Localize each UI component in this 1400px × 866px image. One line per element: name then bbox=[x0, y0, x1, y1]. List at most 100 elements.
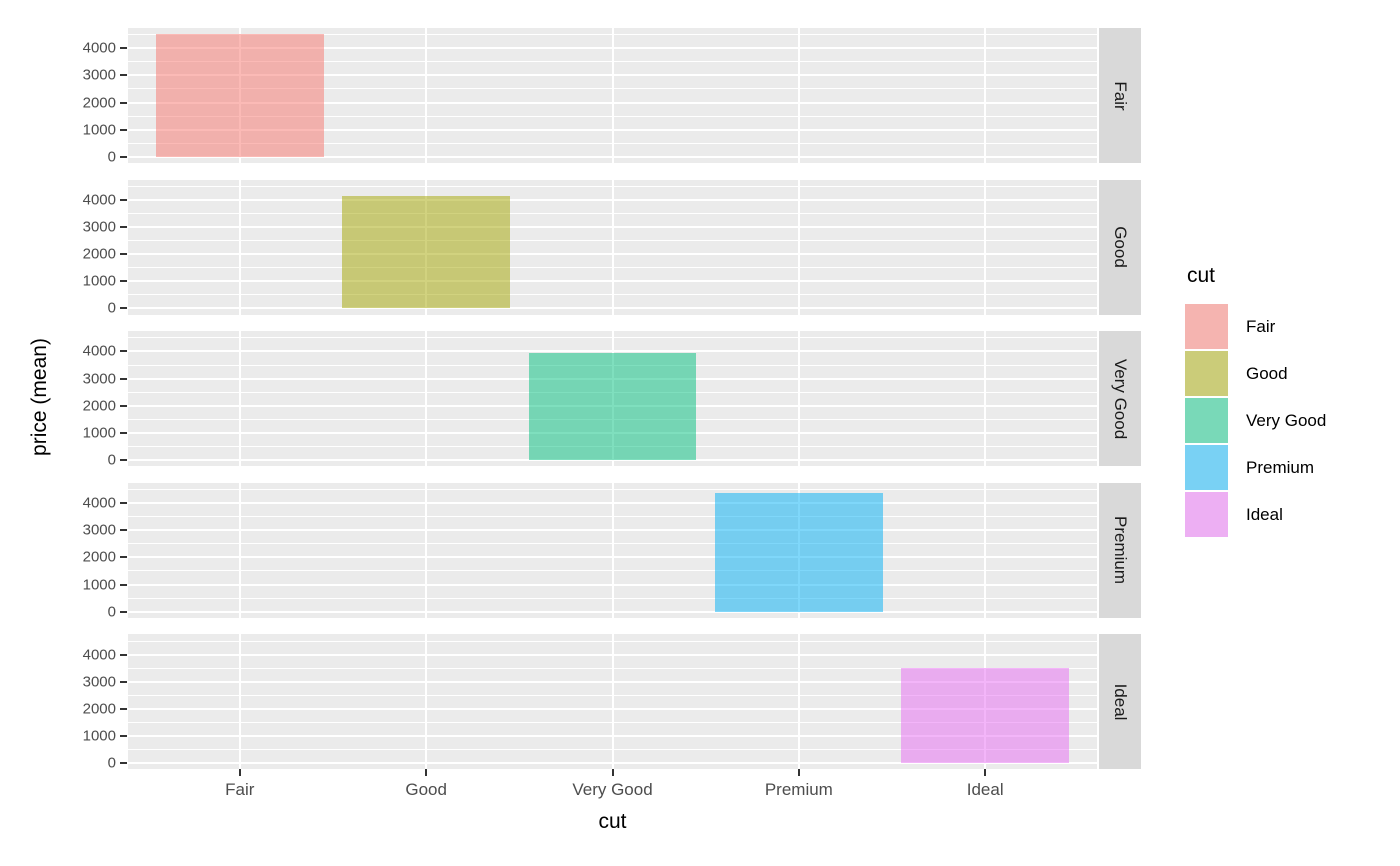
bar-ideal bbox=[901, 668, 1070, 764]
facet-row-ideal: 0 1000 2000 3000 4000 Ideal bbox=[0, 634, 1400, 772]
y-tick-label: 2000 bbox=[82, 94, 116, 112]
y-tick-mark bbox=[120, 735, 127, 738]
legend-item-ideal: Ideal bbox=[1185, 492, 1385, 537]
x-major-gridline bbox=[425, 634, 428, 770]
y-tick-label: 4000 bbox=[82, 494, 116, 512]
legend-label: Ideal bbox=[1246, 504, 1283, 524]
x-tick-label-fair: Fair bbox=[225, 780, 255, 799]
bar-premium bbox=[714, 493, 883, 612]
y-tick-mark bbox=[120, 155, 127, 158]
legend-item-premium: Premium bbox=[1185, 445, 1385, 490]
legend-label: Fair bbox=[1246, 316, 1276, 336]
strip-label: Fair bbox=[1111, 80, 1130, 111]
facet-row-very-good: 0 1000 2000 3000 4000 Very Good bbox=[0, 331, 1400, 469]
x-major-gridline bbox=[611, 634, 614, 770]
legend-key-swatch-premium bbox=[1185, 445, 1228, 490]
y-tick-mark bbox=[120, 502, 127, 505]
y-tick-label: 1000 bbox=[82, 272, 116, 290]
y-tick-label: 0 bbox=[107, 148, 116, 166]
bar-very-good bbox=[528, 353, 697, 461]
x-major-gridline bbox=[238, 634, 241, 770]
x-major-gridline bbox=[611, 28, 614, 163]
y-tick-label: 2000 bbox=[82, 397, 116, 415]
y-tick-mark bbox=[120, 680, 127, 683]
legend-item-good: Good bbox=[1185, 351, 1385, 396]
panel-premium bbox=[128, 482, 1097, 618]
y-tick-label: 0 bbox=[107, 603, 116, 621]
y-tick-mark bbox=[120, 583, 127, 586]
x-major-gridline bbox=[238, 331, 241, 467]
y-tick-mark bbox=[120, 377, 127, 380]
legend-key-swatch-fair bbox=[1185, 304, 1228, 349]
y-tick-label: 3000 bbox=[82, 370, 116, 388]
strip-label: Very Good bbox=[1111, 358, 1130, 439]
bar-good bbox=[342, 196, 510, 309]
y-tick-label: 2000 bbox=[82, 548, 116, 566]
y-tick-mark bbox=[120, 307, 127, 310]
x-major-gridline bbox=[425, 482, 428, 618]
y-tick-label: 4000 bbox=[82, 39, 116, 57]
panel-fair bbox=[128, 28, 1097, 163]
x-tick-label-very-good: Very Good bbox=[572, 780, 653, 799]
y-tick-label: 3000 bbox=[82, 66, 116, 84]
y-tick-mark bbox=[120, 707, 127, 710]
y-tick-label: 1000 bbox=[82, 727, 116, 745]
x-tick-mark bbox=[425, 769, 428, 776]
y-tick-mark bbox=[120, 350, 127, 353]
y-tick-label: 4000 bbox=[82, 191, 116, 209]
x-major-gridline bbox=[797, 634, 800, 770]
y-tick-label: 2000 bbox=[82, 245, 116, 263]
x-major-gridline bbox=[797, 28, 800, 163]
legend-key-fill bbox=[1185, 492, 1228, 537]
legend-key-fill bbox=[1185, 304, 1228, 349]
y-tick-mark bbox=[120, 198, 127, 201]
x-major-gridline bbox=[984, 179, 987, 315]
x-major-gridline bbox=[425, 28, 428, 163]
x-tick-label-ideal: Ideal bbox=[966, 780, 1004, 799]
strip-label: Premium bbox=[1111, 516, 1130, 585]
legend-key-fill bbox=[1185, 351, 1228, 396]
x-axis-title: cut bbox=[598, 810, 627, 833]
x-tick-label-premium: Premium bbox=[764, 780, 833, 799]
legend-key-swatch-ideal bbox=[1185, 492, 1228, 537]
y-tick-mark bbox=[120, 47, 127, 50]
y-tick-mark bbox=[120, 253, 127, 256]
legend-key-fill bbox=[1185, 445, 1228, 490]
panel-very-good bbox=[128, 331, 1097, 467]
x-tick-mark bbox=[611, 769, 614, 776]
x-tick-label-good: Good bbox=[405, 780, 447, 799]
y-tick-label: 0 bbox=[107, 451, 116, 469]
y-tick-label: 4000 bbox=[82, 342, 116, 360]
x-major-gridline bbox=[611, 179, 614, 315]
y-tick-mark bbox=[120, 404, 127, 407]
legend-key-fill bbox=[1185, 398, 1228, 443]
x-major-gridline bbox=[984, 331, 987, 467]
y-tick-label: 1000 bbox=[82, 121, 116, 139]
facet-strip-ideal: Ideal bbox=[1099, 634, 1141, 770]
y-tick-label: 3000 bbox=[82, 218, 116, 236]
y-tick-mark bbox=[120, 556, 127, 559]
legend-key-swatch-very-good bbox=[1185, 398, 1228, 443]
legend-key-swatch-good bbox=[1185, 351, 1228, 396]
strip-label: Good bbox=[1111, 226, 1130, 268]
y-tick-mark bbox=[120, 431, 127, 434]
x-major-gridline bbox=[238, 179, 241, 315]
legend-item-fair: Fair bbox=[1185, 304, 1385, 349]
facet-strip-good: Good bbox=[1099, 179, 1141, 315]
y-tick-mark bbox=[120, 74, 127, 77]
y-tick-label: 3000 bbox=[82, 673, 116, 691]
y-tick-mark bbox=[120, 226, 127, 228]
y-tick-label: 4000 bbox=[82, 646, 116, 664]
x-tick-mark bbox=[238, 769, 241, 776]
x-major-gridline bbox=[984, 28, 987, 163]
x-major-gridline bbox=[797, 179, 800, 315]
panel-good bbox=[128, 179, 1097, 315]
legend: cut Fair Good Very Good Premium Ideal bbox=[1185, 264, 1385, 539]
y-tick-mark bbox=[120, 610, 127, 613]
y-tick-mark bbox=[120, 653, 127, 656]
y-tick-mark bbox=[120, 128, 127, 131]
legend-items: Fair Good Very Good Premium Ideal bbox=[1185, 304, 1385, 537]
legend-item-very-good: Very Good bbox=[1185, 398, 1385, 443]
y-tick-mark bbox=[120, 101, 127, 104]
